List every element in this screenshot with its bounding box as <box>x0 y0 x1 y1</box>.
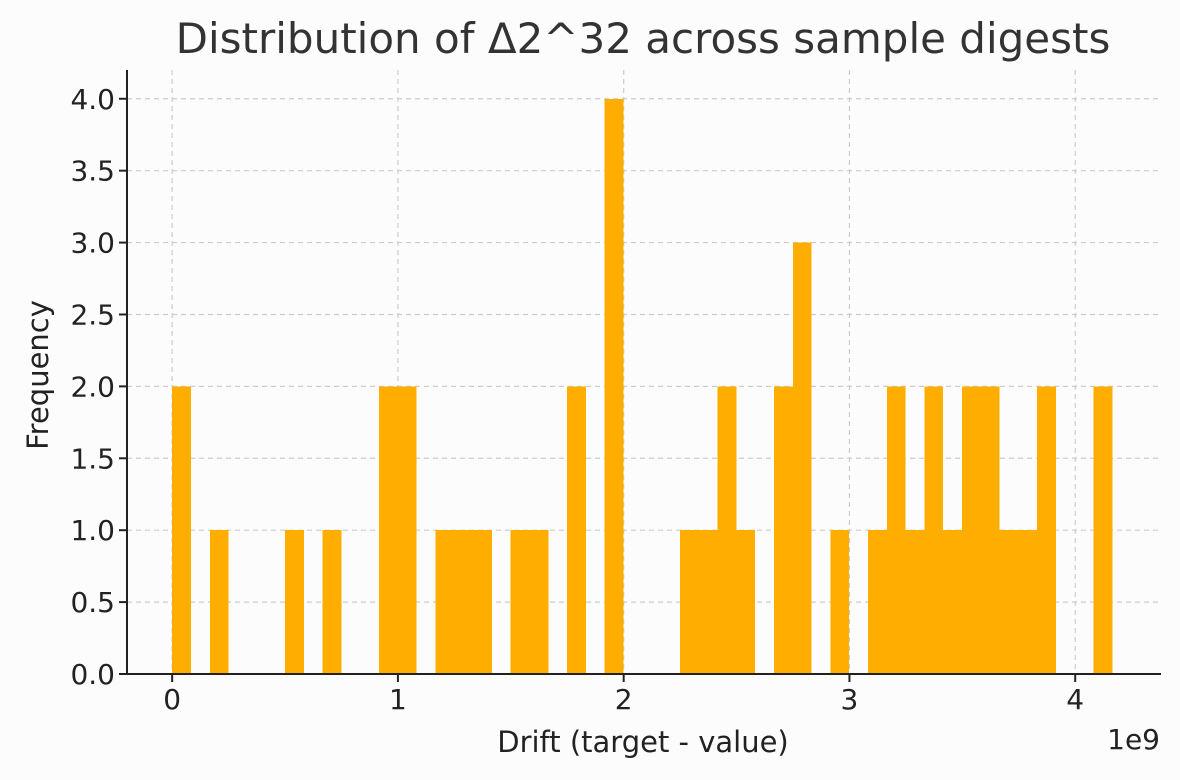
histogram-bar <box>886 386 906 674</box>
x-tick-label: 0 <box>163 683 181 716</box>
histogram-bar <box>924 386 944 674</box>
histogram-bar <box>322 530 342 674</box>
histogram-bar <box>717 386 737 674</box>
y-tick-label: 0.5 <box>70 586 115 619</box>
histogram-bar <box>962 386 981 674</box>
y-tick-label: 2.0 <box>70 370 115 403</box>
histogram-bar <box>792 242 812 675</box>
y-tick-label: 0.0 <box>70 658 115 691</box>
histogram-bar <box>1093 386 1113 674</box>
histogram-bar <box>454 530 474 674</box>
histogram-bar <box>867 530 887 674</box>
x-axis-offset-label: 1e9 <box>1107 723 1160 756</box>
histogram-bar <box>473 530 492 674</box>
x-grid <box>171 70 1076 674</box>
histogram-bar <box>435 530 455 674</box>
histogram-bar <box>999 530 1019 674</box>
histogram-bar <box>284 530 304 674</box>
histogram-bar <box>1037 386 1057 674</box>
y-tick-label: 1.5 <box>70 442 115 475</box>
x-tick-label: 1 <box>389 683 407 716</box>
histogram-bar <box>698 530 718 674</box>
histogram-bar <box>172 386 191 674</box>
histogram-bar <box>980 386 1000 674</box>
histogram-bar <box>679 530 699 674</box>
bars <box>172 98 1113 675</box>
histogram-bar <box>209 530 229 674</box>
y-tick-label: 4.0 <box>70 83 115 116</box>
x-ticks: 0 1 2 3 4 <box>163 674 1084 716</box>
histogram-bar <box>830 530 850 674</box>
histogram-bar <box>604 98 624 674</box>
chart-title: Distribution of Δ2^32 across sample dige… <box>176 14 1111 63</box>
x-tick-label: 4 <box>1066 683 1084 716</box>
histogram-bar <box>773 386 793 674</box>
y-tick-label: 3.0 <box>70 227 115 260</box>
histogram-bar <box>510 530 530 674</box>
y-axis-label: Frequency <box>21 300 55 450</box>
x-tick-label: 3 <box>841 683 859 716</box>
histogram-bar <box>736 530 756 674</box>
histogram-bar <box>379 386 398 674</box>
histogram-bar <box>397 386 417 674</box>
y-ticks: 0.0 0.5 1.0 1.5 2.0 2.5 3.0 3.5 4.0 <box>70 83 127 691</box>
histogram-bar <box>567 386 586 674</box>
histogram-bar <box>1018 530 1038 674</box>
x-tick-label: 2 <box>615 683 633 716</box>
histogram-bar <box>905 530 925 674</box>
histogram-bar <box>529 530 549 674</box>
y-tick-label: 3.5 <box>70 155 115 188</box>
y-tick-label: 2.5 <box>70 298 115 331</box>
y-tick-label: 1.0 <box>70 514 115 547</box>
x-axis-label: Drift (target - value) <box>497 725 789 759</box>
histogram-bar <box>943 530 963 674</box>
